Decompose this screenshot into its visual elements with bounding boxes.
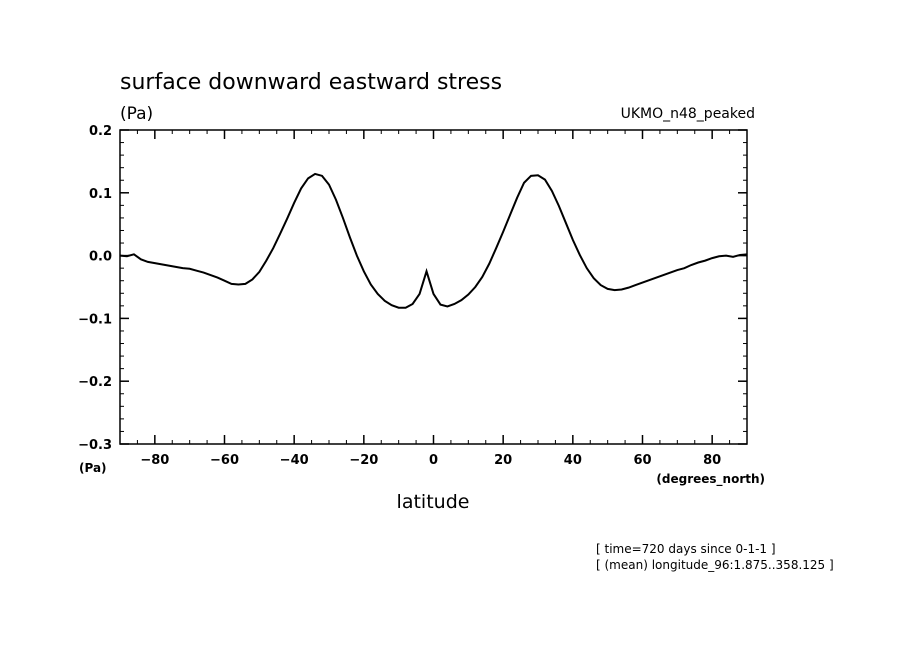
x-tick-label: −80	[140, 453, 169, 468]
time-note: [ time=720 days since 0-1-1 ]	[596, 542, 776, 556]
y-tick-label: 0.0	[89, 250, 112, 265]
x-minor-ticks	[119, 130, 748, 444]
x-tick-label: 20	[494, 453, 512, 468]
x-tick-label: 0	[429, 453, 438, 468]
y-axis-units: (Pa)	[79, 461, 107, 475]
x-axis-ticks: −80 −60 −40 −20 0 20 40 60 80	[140, 130, 721, 468]
units-label: (Pa)	[120, 104, 153, 124]
x-axis-units: (degrees_north)	[656, 472, 765, 487]
x-axis-label: latitude	[397, 491, 470, 513]
y-tick-label: −0.1	[78, 312, 112, 327]
plot-frame	[119, 129, 748, 445]
x-tick-label: 80	[703, 453, 721, 468]
y-tick-label: 0.1	[89, 187, 112, 202]
x-tick-label: −40	[280, 453, 309, 468]
y-tick-label: −0.3	[78, 438, 112, 453]
y-tick-label: −0.2	[78, 375, 112, 390]
y-tick-label: 0.2	[89, 124, 112, 139]
x-tick-label: 40	[564, 453, 582, 468]
x-tick-label: −60	[210, 453, 239, 468]
longitude-note: [ (mean) longitude_96:1.875..358.125 ]	[596, 558, 834, 572]
dataset-label: UKMO_n48_peaked	[621, 106, 755, 122]
y-axis-ticks: −0.3 −0.2 −0.1 0.0 0.1 0.2	[78, 124, 747, 453]
x-tick-label: −20	[349, 453, 378, 468]
y-minor-ticks	[120, 129, 747, 445]
series-line	[119, 172, 748, 309]
chart-title: surface downward eastward stress	[120, 70, 502, 95]
x-tick-label: 60	[633, 453, 651, 468]
